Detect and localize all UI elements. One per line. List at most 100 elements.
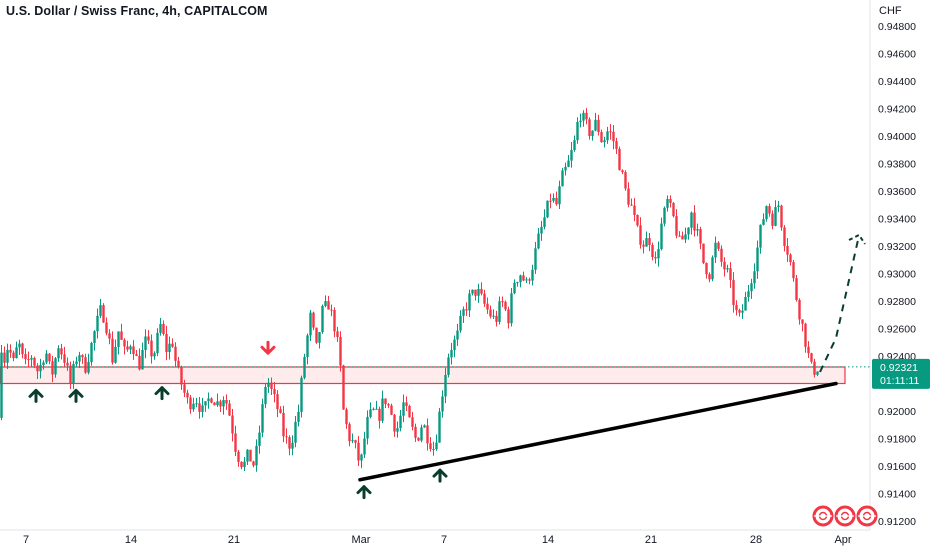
candle-body <box>519 275 522 283</box>
candle-body <box>306 335 309 357</box>
y-tick-label: 0.91400 <box>878 489 916 501</box>
drawings <box>28 233 866 500</box>
candle-body <box>798 300 801 320</box>
candle-body <box>285 436 288 438</box>
candle-body <box>78 355 81 362</box>
candle-body <box>474 289 477 296</box>
projection-path <box>819 239 859 373</box>
candle-body <box>0 352 3 418</box>
y-tick-label: 0.93800 <box>878 159 916 171</box>
candle-body <box>318 332 321 343</box>
candle-body <box>354 440 357 443</box>
y-tick-label: 0.92000 <box>878 406 916 418</box>
candle-body <box>630 204 633 206</box>
candle-body <box>276 394 279 410</box>
candle-body <box>720 248 723 262</box>
candle-body <box>399 415 402 429</box>
candle-body <box>162 323 165 335</box>
candle-body <box>402 402 405 416</box>
candle-body <box>549 200 552 202</box>
candle-body <box>384 398 387 405</box>
candle-body <box>714 242 717 258</box>
candle-body <box>60 348 63 355</box>
candle-body <box>489 309 492 317</box>
candle-body <box>759 224 762 248</box>
candle-body <box>165 334 168 352</box>
candle-body <box>246 449 249 462</box>
candle-body <box>357 442 360 461</box>
candle-body <box>174 346 177 361</box>
candle-body <box>546 200 549 218</box>
candle-body <box>231 415 234 434</box>
candle-body <box>117 331 120 347</box>
candle-body <box>201 405 204 412</box>
candle-body <box>429 443 432 450</box>
x-tick-label: 7 <box>23 534 29 546</box>
up-arrow-icon <box>154 386 170 401</box>
candle-body <box>639 225 642 245</box>
candle-body <box>777 205 780 208</box>
candle-body <box>153 353 156 357</box>
candle-body <box>15 347 18 359</box>
candle-body <box>807 346 810 354</box>
candle-body <box>735 304 738 311</box>
candle-body <box>309 312 312 336</box>
candle-body <box>48 353 51 362</box>
price-tag <box>872 358 930 389</box>
candle-body <box>204 401 207 406</box>
candle-body <box>525 279 528 281</box>
candle-body <box>207 398 210 402</box>
candle-body <box>228 403 231 416</box>
candle-body <box>672 202 675 217</box>
candle-body <box>459 315 462 331</box>
candle-body <box>726 268 729 270</box>
candle-body <box>570 150 573 161</box>
y-tick-label: 0.92600 <box>878 324 916 336</box>
candle-body <box>504 301 507 310</box>
candle-body <box>744 296 747 311</box>
candle-body <box>24 354 27 360</box>
price-tag-value: 0.92321 <box>880 362 918 374</box>
candle-body <box>315 327 318 343</box>
x-tick-label: Apr <box>834 534 851 546</box>
candle-body <box>495 315 498 322</box>
candle-body <box>753 271 756 284</box>
candle-body <box>624 172 627 189</box>
candle-body <box>768 206 771 214</box>
candle-body <box>693 212 696 231</box>
candle-body <box>330 309 333 311</box>
candle-body <box>75 361 78 364</box>
candle-body <box>303 356 306 378</box>
y-tick-label: 0.93200 <box>878 241 916 253</box>
candle-body <box>102 305 105 323</box>
candle-body <box>69 365 72 384</box>
candle-body <box>195 403 198 405</box>
candle-body <box>255 445 258 466</box>
candle-body <box>480 288 483 294</box>
candle-body <box>747 291 750 297</box>
candle-body <box>561 170 564 187</box>
candle-body <box>537 233 540 249</box>
candle-body <box>84 357 87 373</box>
candle-body <box>456 330 459 340</box>
candle-body <box>390 405 393 415</box>
candle-body <box>447 357 450 375</box>
candle-body <box>90 342 93 362</box>
candle-body <box>816 371 819 375</box>
candle-body <box>420 427 423 441</box>
candle-body <box>783 227 786 247</box>
candle-body <box>645 238 648 247</box>
candles <box>0 108 819 472</box>
candle-body <box>66 362 69 366</box>
candle-body <box>258 432 261 446</box>
candle-body <box>699 229 702 244</box>
candle-body <box>654 257 657 259</box>
x-tick-label: 21 <box>228 534 240 546</box>
candle-body <box>780 205 783 228</box>
candle-body <box>663 207 666 224</box>
candle-body <box>543 217 546 227</box>
candle-body <box>216 401 219 406</box>
candle-body <box>681 235 684 240</box>
